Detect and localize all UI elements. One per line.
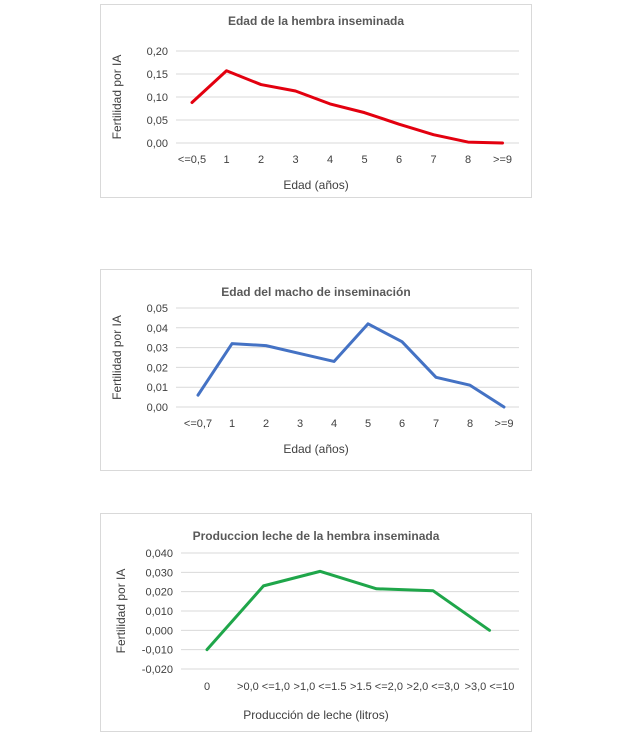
y-axis-title: Fertilidad por IA xyxy=(110,55,124,140)
x-tick-label: 1 xyxy=(229,418,235,430)
y-tick-label: 0,030 xyxy=(145,567,173,579)
y-tick-label: 0,040 xyxy=(145,548,173,560)
chart-svg: Produccion leche de la hembra inseminada… xyxy=(114,529,519,722)
y-tick-label: 0,02 xyxy=(147,362,168,374)
x-tick-label: >1,0 <=1.5 xyxy=(294,681,347,693)
chart-fertility-female-age: Edad de la hembra inseminada 0,00 0,05 0,10… xyxy=(100,4,532,198)
chart-title: Produccion leche de la hembra inseminada xyxy=(193,529,440,543)
y-tick-label: 0,01 xyxy=(147,382,168,394)
x-tick-label: >=9 xyxy=(493,154,512,166)
x-tick-label: >2,0 <=3,0 xyxy=(407,681,460,693)
y-tick-label: 0,04 xyxy=(147,323,168,335)
y-tick-label: 0,20 xyxy=(147,46,168,58)
y-tick-label: 0,05 xyxy=(147,303,168,315)
x-tick-label: 4 xyxy=(327,154,333,166)
x-tick-label: 3 xyxy=(292,154,298,166)
chart-svg: Edad del macho de inseminación 0,00 0,01 0,… xyxy=(110,285,519,456)
x-tick-label: 3 xyxy=(297,418,303,430)
x-tick-label: 2 xyxy=(263,418,269,430)
chart-fertility-milk-production: Produccion leche de la hembra inseminada… xyxy=(100,513,532,732)
x-axis-title: Producción de leche (litros) xyxy=(243,708,388,722)
x-tick-label: 1 xyxy=(223,154,229,166)
x-tick-label: >3,0 <=10 xyxy=(465,681,515,693)
x-tick-label: 5 xyxy=(365,418,371,430)
x-tick-label: >0,0 <=1,0 xyxy=(237,681,290,693)
x-tick-label: 0 xyxy=(204,681,210,693)
x-tick-label: >1.5 <=2,0 xyxy=(350,681,403,693)
series-line xyxy=(190,69,504,145)
y-tick-label: -0,020 xyxy=(142,664,173,676)
x-tick-label: <=0,7 xyxy=(184,418,212,430)
x-tick-label: 6 xyxy=(399,418,405,430)
x-tick-label: 4 xyxy=(331,418,337,430)
x-tick-label: 6 xyxy=(396,154,402,166)
y-axis-title: Fertilidad por IA xyxy=(110,315,124,400)
y-tick-label: -0,010 xyxy=(142,645,173,657)
y-axis-title: Fertilidad por IA xyxy=(114,569,128,654)
x-axis-title: Edad (años) xyxy=(283,178,348,192)
y-tick-label: 0,03 xyxy=(147,343,168,355)
x-tick-label: 8 xyxy=(467,418,473,430)
y-tick-label: 0,00 xyxy=(147,138,168,150)
x-axis-title: Edad (años) xyxy=(283,442,348,456)
series-line xyxy=(196,322,506,409)
x-tick-label: 7 xyxy=(433,418,439,430)
x-tick-label: >=9 xyxy=(495,418,514,430)
chart-title: Edad del macho de inseminación xyxy=(221,285,410,299)
y-tick-label: 0,020 xyxy=(145,587,173,599)
x-tick-label: 2 xyxy=(258,154,264,166)
chart-title: Edad de la hembra inseminada xyxy=(228,14,404,28)
x-tick-label: 8 xyxy=(465,154,471,166)
y-tick-label: 0,010 xyxy=(145,606,173,618)
x-tick-label: <=0,5 xyxy=(178,154,206,166)
y-tick-label: 0,00 xyxy=(147,402,168,414)
y-tick-label: 0,000 xyxy=(145,625,173,637)
y-tick-label: 0,05 xyxy=(147,115,168,127)
chart-svg: Edad de la hembra inseminada 0,00 0,05 0,10… xyxy=(110,14,519,192)
x-tick-label: 7 xyxy=(430,154,436,166)
chart-fertility-male-age: Edad del macho de inseminación 0,00 0,01 0,… xyxy=(100,269,532,471)
x-tick-label: 5 xyxy=(361,154,367,166)
y-tick-label: 0,10 xyxy=(147,92,168,104)
series-line xyxy=(205,569,491,652)
y-tick-label: 0,15 xyxy=(147,69,168,81)
